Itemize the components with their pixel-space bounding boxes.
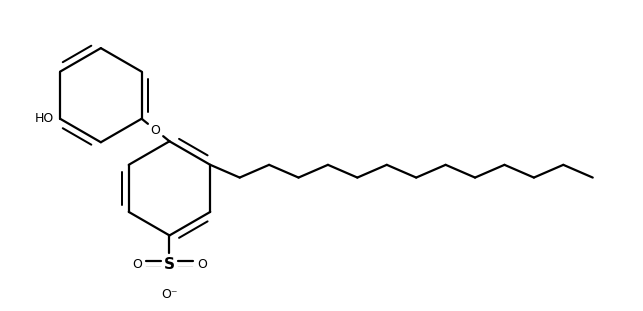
- Text: O: O: [150, 123, 161, 137]
- Text: O⁻: O⁻: [161, 288, 177, 301]
- Text: HO: HO: [35, 112, 54, 125]
- Text: O: O: [132, 258, 142, 272]
- Text: S: S: [164, 258, 175, 272]
- Text: O: O: [197, 258, 207, 272]
